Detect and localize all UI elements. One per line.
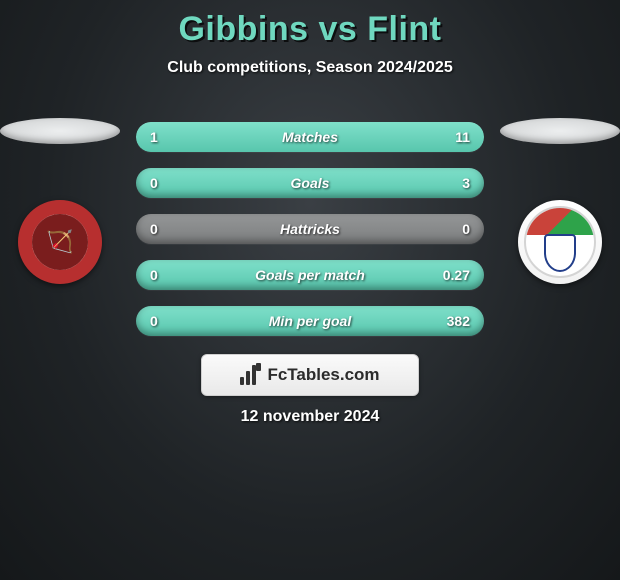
stat-bar-matches: 1 Matches 11	[136, 122, 484, 152]
stat-right-value: 382	[447, 313, 470, 329]
team-left-platform	[0, 118, 120, 144]
stat-bar-hattricks: 0 Hattricks 0	[136, 214, 484, 244]
stat-bar-goals-per-match: 0 Goals per match 0.27	[136, 260, 484, 290]
stat-left-value: 0	[150, 175, 158, 191]
team-right-platform	[500, 118, 620, 144]
team-right-panel	[500, 118, 620, 284]
stat-left-value: 0	[150, 313, 158, 329]
stat-right-value: 3	[462, 175, 470, 191]
stat-label: Goals	[291, 175, 330, 191]
stat-left-value: 1	[150, 129, 158, 145]
stat-right-value: 0	[462, 221, 470, 237]
team-right-crest	[518, 200, 602, 284]
page-title: Gibbins vs Flint	[0, 0, 620, 49]
stat-bar-goals: 0 Goals 3	[136, 168, 484, 198]
archer-icon: 🏹	[46, 229, 73, 255]
stat-label: Min per goal	[269, 313, 351, 329]
stat-left-value: 0	[150, 221, 158, 237]
brand-label: FcTables.com	[267, 365, 379, 385]
stat-left-value: 0	[150, 267, 158, 283]
stats-container: 1 Matches 11 0 Goals 3 0 Hattricks 0 0 G…	[136, 122, 484, 352]
team-left-crest: 🏹	[18, 200, 102, 284]
stat-right-value: 0.27	[443, 267, 470, 283]
stat-label: Matches	[282, 129, 338, 145]
generated-date: 12 november 2024	[241, 408, 380, 426]
brand-badge[interactable]: FcTables.com	[201, 354, 419, 396]
chart-icon	[240, 365, 261, 385]
team-left-panel: 🏹	[0, 118, 120, 284]
stat-right-value: 11	[455, 129, 470, 145]
stat-bar-min-per-goal: 0 Min per goal 382	[136, 306, 484, 336]
stat-label: Hattricks	[280, 221, 340, 237]
subtitle: Club competitions, Season 2024/2025	[0, 59, 620, 77]
stat-label: Goals per match	[255, 267, 365, 283]
